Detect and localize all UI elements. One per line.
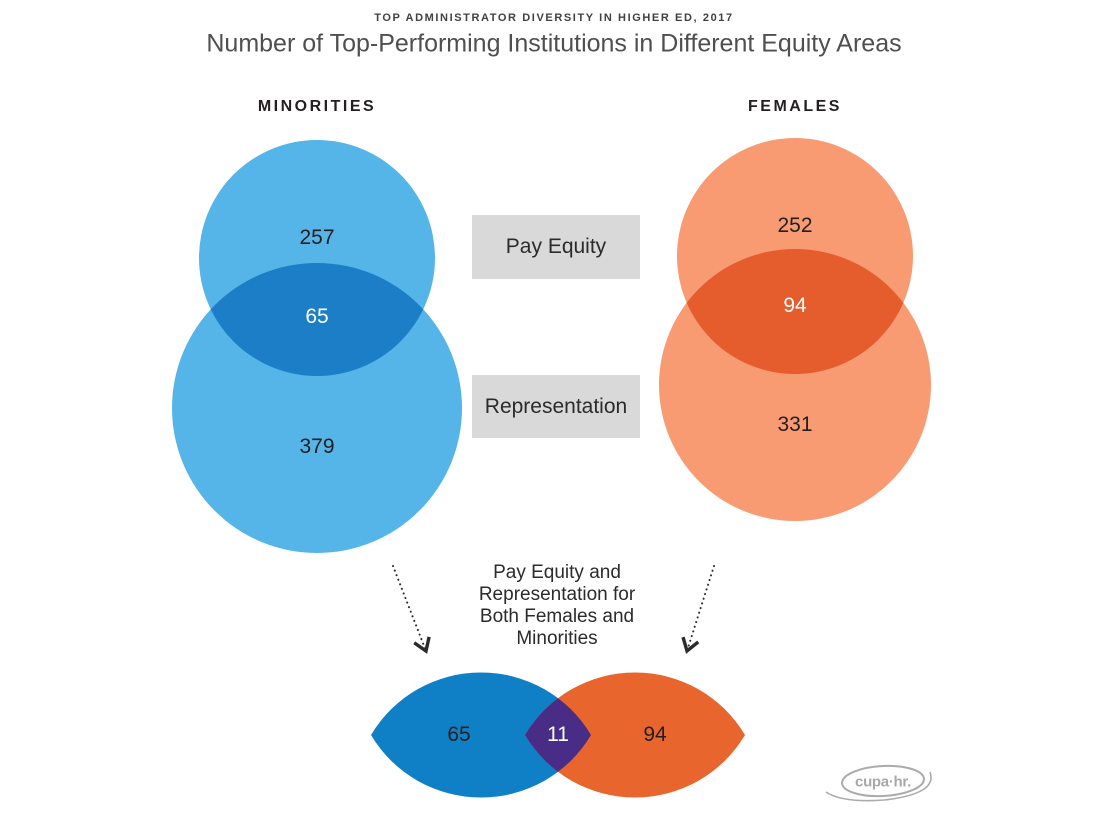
combined-overlap-value: 11 xyxy=(547,723,569,746)
minorities-representation-value: 379 xyxy=(299,435,335,458)
females-pay-equity-value: 252 xyxy=(777,214,813,237)
combined-note-line-2: Representation for xyxy=(478,584,636,605)
combined-minorities-lens xyxy=(371,672,591,798)
females-group-label: FEMALES xyxy=(748,98,842,115)
pay-equity-row-label: Pay Equity xyxy=(472,215,640,279)
minorities-group-label: MINORITIES xyxy=(257,98,377,115)
pay-equity-row-label-text: Pay Equity xyxy=(505,235,607,258)
representation-row-label: Representation xyxy=(472,375,640,438)
right-dotted-arrow xyxy=(681,565,715,654)
tagline: TOP ADMINISTRATOR DIVERSITY IN HIGHER ED… xyxy=(374,12,734,24)
females-overlap-region xyxy=(677,249,913,374)
combined-females-value: 94 xyxy=(643,723,667,746)
page-title: Number of Top-Performing Institutions in… xyxy=(206,29,902,58)
cupa-hr-logo-swoosh xyxy=(825,764,932,802)
left-dotted-arrow xyxy=(392,565,431,654)
females-both-value: 94 xyxy=(783,294,807,317)
combined-females-lens xyxy=(525,672,745,798)
combined-note-line-1: Pay Equity and xyxy=(493,562,621,583)
combined-note-line-4: Minorities xyxy=(516,628,598,649)
minorities-overlap-region xyxy=(199,263,435,376)
minorities-both-value: 65 xyxy=(305,305,329,328)
combined-note: Pay Equity and Representation for Both F… xyxy=(479,562,635,650)
minorities-pay-equity-value: 257 xyxy=(299,226,335,249)
females-representation-value: 331 xyxy=(777,413,813,436)
representation-row-label-text: Representation xyxy=(484,394,628,418)
combined-note-line-3: Both Females and xyxy=(479,606,635,627)
combined-minorities-value: 65 xyxy=(447,723,471,746)
cupa-hr-logo-text: cupa·hr. xyxy=(855,773,911,791)
